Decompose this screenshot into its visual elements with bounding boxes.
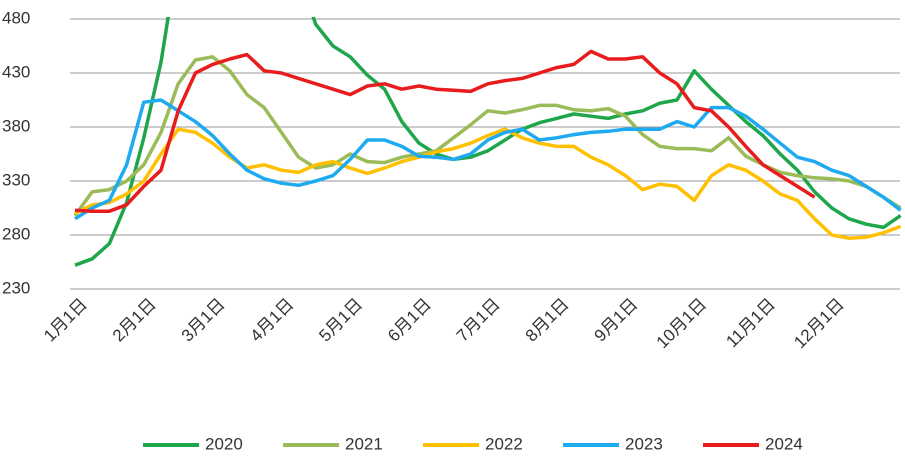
grid (70, 18, 900, 290)
x-tick-label: 6月1日 (384, 295, 435, 346)
legend-label: 2024 (765, 434, 803, 453)
x-tick-label: 7月1日 (453, 295, 504, 346)
plot-area (73, 17, 902, 267)
x-tick-label: 8月1日 (522, 295, 573, 346)
y-tick-label: 480 (2, 8, 30, 27)
y-tick-label: 330 (2, 170, 30, 189)
y-tick-label: 430 (2, 62, 30, 81)
x-tick-label: 4月1日 (247, 295, 298, 346)
x-tick-label: 11月1日 (722, 295, 779, 352)
y-tick-label: 380 (2, 116, 30, 135)
labels: 230 280 330 380 430 480 1月1日 2月1日 3月1日 4月1日 5月1日 6月… (2, 8, 848, 453)
x-tick-label: 12月1日 (790, 295, 848, 353)
legend-label: 2020 (205, 434, 243, 453)
series-line (74, 17, 902, 267)
y-tick-label: 230 (2, 278, 30, 297)
series-line (74, 127, 902, 240)
x-tick-label: 10月1日 (653, 295, 711, 353)
x-tick-label: 9月1日 (591, 295, 642, 346)
x-tick-label: 1月1日 (40, 295, 91, 346)
legend-label: 2022 (485, 434, 523, 453)
y-tick-label: 280 (2, 224, 30, 243)
series-line (74, 49, 816, 213)
x-tick-label: 5月1日 (315, 295, 366, 346)
series-line (74, 98, 902, 221)
x-tick-label: 2月1日 (109, 295, 160, 346)
x-tick-label: 3月1日 (178, 295, 229, 346)
legend-label: 2021 (345, 434, 383, 453)
legend-label: 2023 (625, 434, 663, 453)
